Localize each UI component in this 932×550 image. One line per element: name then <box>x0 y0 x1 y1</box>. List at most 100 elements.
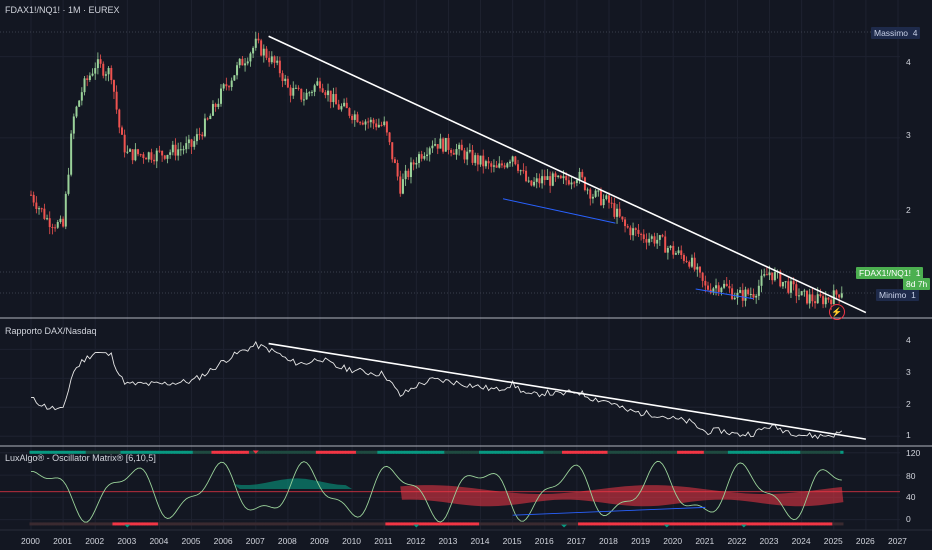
osc-bottom-bar <box>195 522 199 526</box>
osc-top-bar <box>588 450 592 454</box>
candle-body <box>72 116 75 134</box>
osc-bottom-bar <box>372 522 376 526</box>
osc-top-bar <box>85 450 89 454</box>
osc-bottom-bar <box>139 522 143 526</box>
osc-bottom-bar <box>693 522 697 526</box>
osc-bottom-bar <box>837 522 841 526</box>
candle-body <box>492 165 495 167</box>
candle-body <box>642 234 645 240</box>
candle-body <box>442 138 445 152</box>
ratio-line <box>30 340 843 440</box>
osc-top-bar <box>358 450 362 454</box>
osc-top-bar <box>449 450 453 454</box>
osc-top-bar <box>644 450 649 454</box>
osc-top-bar <box>615 450 619 454</box>
candle-body <box>428 148 431 155</box>
osc-bottom-bar <box>471 522 475 526</box>
candle-body <box>830 299 833 305</box>
osc-bottom-bar <box>286 522 290 526</box>
osc-top-bar <box>519 450 523 454</box>
osc-bottom-bar <box>131 522 135 526</box>
osc-bottom-bar <box>390 522 394 526</box>
osc-bottom-bar <box>388 522 392 526</box>
osc-top-bar <box>655 450 659 454</box>
osc-bottom-bar <box>254 522 258 526</box>
osc-bottom-bar <box>401 522 405 526</box>
osc-bottom-bar <box>42 522 47 526</box>
candle-body <box>498 163 501 168</box>
candle-body <box>661 235 664 237</box>
candle-body <box>578 171 581 180</box>
lightning-icon[interactable]: ⚡ <box>829 304 845 320</box>
osc-top-bar <box>83 450 87 454</box>
osc-top-bar <box>794 450 799 454</box>
x-tick-year: 2011 <box>374 536 393 546</box>
candle-body <box>123 134 126 153</box>
osc-top-bar <box>725 450 729 454</box>
candle-body <box>284 78 287 82</box>
candle-body <box>447 137 450 150</box>
osc-top-bar <box>599 450 603 454</box>
osc-bottom-bar <box>527 522 531 526</box>
osc-bottom-bar <box>695 522 700 526</box>
osc-bottom-bar <box>559 522 563 526</box>
osc-top-bar <box>275 450 279 454</box>
osc-bottom-bar <box>650 522 654 526</box>
osc-top-bar <box>818 450 823 454</box>
osc-bottom-bar <box>642 522 646 526</box>
osc-bottom-bar <box>299 522 303 526</box>
candle-body <box>594 190 597 197</box>
osc-bottom-bar <box>337 522 341 526</box>
osc-bottom-bar <box>120 522 124 526</box>
x-tick-year: 2024 <box>791 536 811 546</box>
candle-body <box>744 289 747 301</box>
candle-body <box>171 144 174 153</box>
candle-body <box>626 226 629 228</box>
osc-divergence <box>512 506 706 516</box>
candle-body <box>257 38 260 41</box>
candle-body <box>187 139 190 144</box>
osc-top-bar <box>184 450 188 454</box>
chart-grid <box>0 0 900 530</box>
osc-top-bar <box>784 450 788 454</box>
candle-body <box>508 161 511 164</box>
osc-bottom-bar <box>452 522 456 526</box>
osc-top-bar <box>302 450 306 454</box>
candle-body <box>316 81 319 86</box>
candle-body <box>506 163 509 168</box>
candle-body <box>211 104 214 116</box>
osc-top-bar <box>69 450 73 454</box>
osc-bottom-bar <box>727 522 732 526</box>
candle-body <box>150 152 153 160</box>
osc-bottom-bar <box>578 522 582 526</box>
osc-top-bar <box>40 450 44 454</box>
osc-top-bar <box>468 450 472 454</box>
osc-top-bar <box>425 450 429 454</box>
candle-body <box>302 99 305 101</box>
x-tick-year: 2019 <box>631 536 651 546</box>
candle-body <box>586 189 589 191</box>
osc-bottom-bar <box>725 522 729 526</box>
candle-body <box>169 152 172 155</box>
osc-top-bar <box>393 450 397 454</box>
osc-top-bar <box>436 450 440 454</box>
osc-bottom-bar <box>323 522 328 526</box>
osc-top-bar <box>484 450 488 454</box>
candle-body <box>147 152 150 160</box>
osc-top-bar <box>48 450 52 454</box>
candle-body <box>781 281 784 287</box>
candle-body <box>575 179 578 184</box>
candle-body <box>583 177 586 191</box>
candle-body <box>345 102 348 109</box>
candle-body <box>677 250 680 254</box>
candle-body <box>538 178 541 184</box>
osc-bottom-bar <box>342 522 346 526</box>
candle-body <box>549 176 552 186</box>
osc-top-bar <box>355 450 360 454</box>
candle-body <box>835 290 838 295</box>
candle-body <box>562 176 565 179</box>
candle-body <box>361 122 364 125</box>
candle-body <box>824 297 827 305</box>
osc-top-bar <box>610 450 614 454</box>
